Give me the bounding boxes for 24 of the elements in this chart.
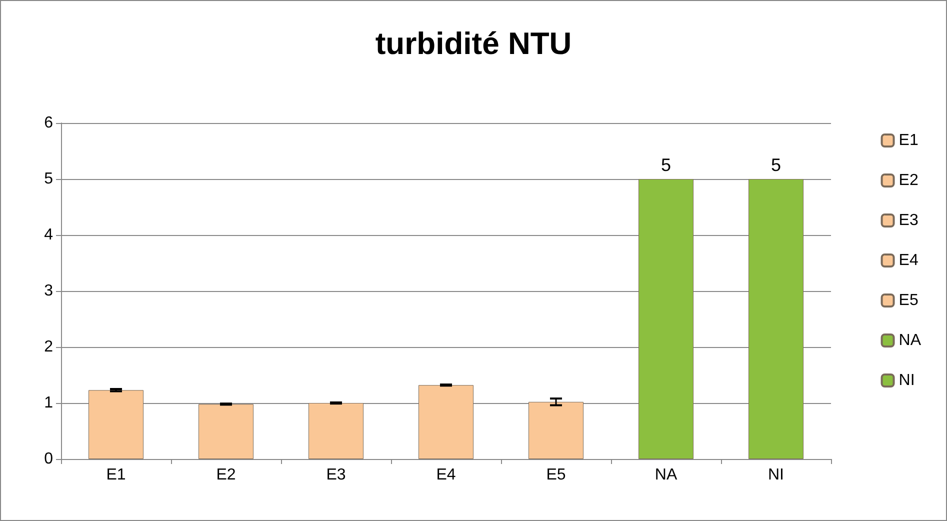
x-tick-label: E5 <box>546 466 566 484</box>
x-tick-label: E2 <box>216 466 236 484</box>
legend-label: E2 <box>898 172 918 189</box>
y-tick-label: 1 <box>44 394 54 412</box>
data-label: 5 <box>770 155 782 175</box>
y-tick-label: 5 <box>44 170 54 188</box>
x-tick-label: NI <box>768 466 784 484</box>
chart-title: turbidité NTU <box>375 26 572 61</box>
y-tick-label: 3 <box>44 282 54 300</box>
legend-label: NA <box>898 332 922 349</box>
legend-label: E4 <box>898 252 918 269</box>
y-tick-label: 4 <box>44 226 54 244</box>
x-tick-label: E1 <box>106 466 126 484</box>
y-tick-label: 2 <box>44 338 54 356</box>
legend-label: NI <box>898 372 915 389</box>
x-tick-label: NA <box>654 466 678 484</box>
data-label: 5 <box>660 155 672 175</box>
x-tick-label: E4 <box>436 466 456 484</box>
y-tick-label: 0 <box>44 450 54 468</box>
legend-label: E3 <box>898 212 918 229</box>
legend-label: E1 <box>898 132 918 149</box>
y-tick-label: 6 <box>44 114 54 132</box>
x-tick-label: E3 <box>326 466 346 484</box>
legend-label: E5 <box>898 292 918 309</box>
